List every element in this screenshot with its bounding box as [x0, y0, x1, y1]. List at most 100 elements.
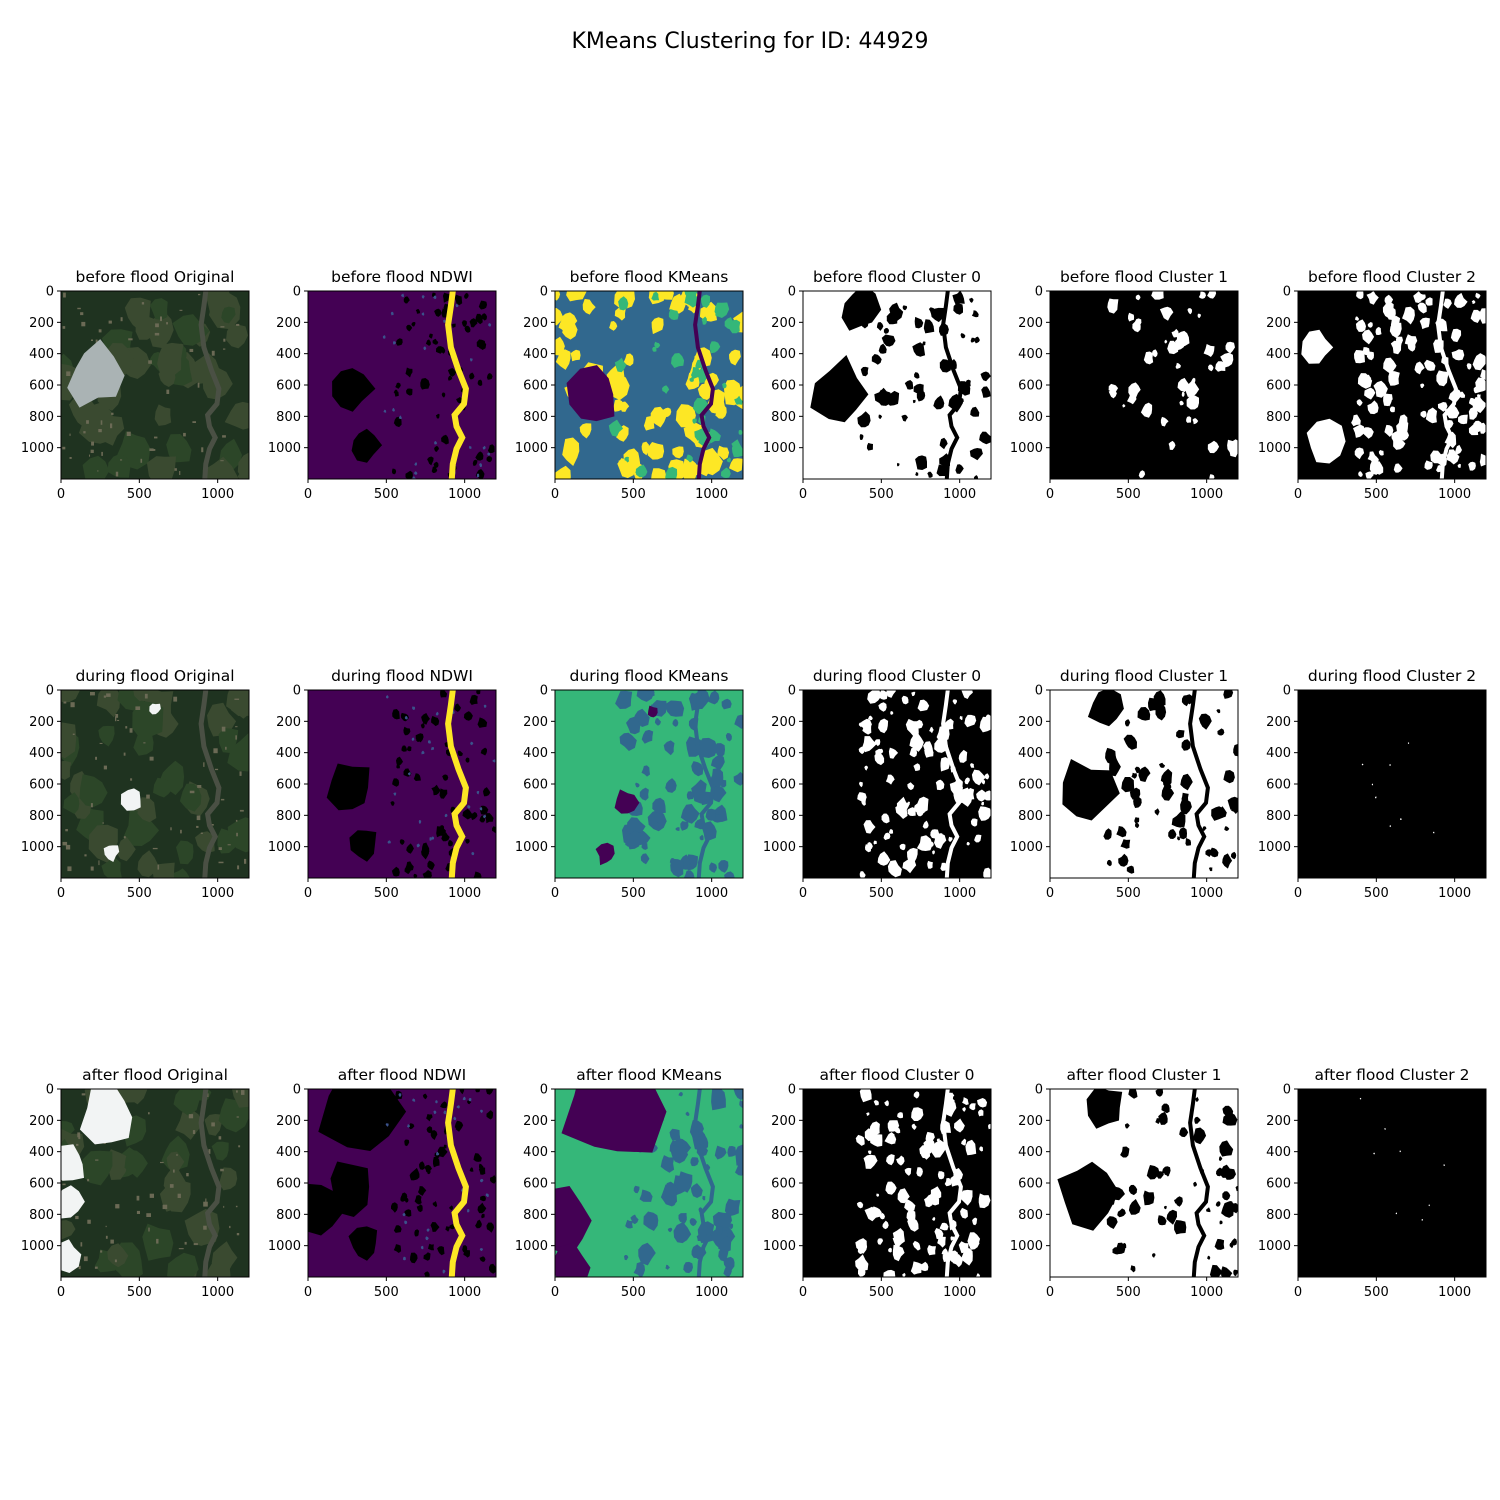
- mask-region: [1181, 739, 1191, 751]
- mask-region: [1455, 444, 1462, 455]
- masked-speck: [463, 1249, 470, 1258]
- mask-region: [923, 319, 935, 334]
- urban-speck: [98, 429, 102, 433]
- mask-region: [1179, 400, 1184, 406]
- x-tick-label: 1000: [448, 886, 481, 901]
- panel-image: [555, 690, 743, 878]
- cluster-region: [687, 470, 697, 479]
- water-speck: [442, 1269, 446, 1274]
- river: [693, 690, 715, 878]
- mask-region: [1193, 1127, 1207, 1145]
- field-patch: [179, 783, 202, 812]
- urban-speck: [155, 323, 159, 328]
- x-tick-label: 1000: [448, 1285, 481, 1300]
- mask-region: [1227, 1201, 1234, 1207]
- mask-region: [970, 763, 975, 768]
- x-tick-label: 0: [1046, 886, 1054, 901]
- mask-region: [1215, 1201, 1221, 1207]
- field-patch: [227, 732, 249, 772]
- mask-region: [1419, 317, 1430, 330]
- field-patch: [61, 1220, 76, 1240]
- panel-image: [1050, 291, 1238, 479]
- urban-speck: [156, 1238, 159, 1244]
- y-tick-label: 600: [1018, 1177, 1043, 1192]
- panel-title: after flood Original: [82, 1066, 228, 1084]
- mask-region: [1129, 787, 1141, 800]
- masked-speck: [454, 703, 461, 712]
- mask-region: [867, 690, 882, 704]
- urban-speck: [95, 756, 97, 760]
- mask-region: [862, 736, 877, 753]
- urban-speck: [208, 1149, 211, 1154]
- water-speck: [393, 341, 396, 345]
- panel-title: before flood Original: [76, 268, 235, 286]
- mask-region: [1146, 1165, 1160, 1180]
- cluster-region: [725, 387, 739, 399]
- masked-speck: [425, 339, 431, 346]
- panel-title: before flood NDWI: [331, 268, 473, 286]
- cluster-region: [729, 458, 743, 473]
- field-patch: [96, 690, 121, 718]
- mask-region: [1475, 377, 1486, 393]
- masked-speck: [451, 323, 456, 328]
- masked-speck: [406, 843, 414, 854]
- urban-speck: [120, 317, 123, 322]
- water-speck: [469, 358, 473, 362]
- cluster-region: [555, 308, 563, 326]
- masked-speck: [484, 813, 494, 824]
- water-speck: [407, 772, 411, 776]
- urban-speck: [239, 809, 244, 812]
- cluster-region: [700, 294, 710, 308]
- cluster-region: [680, 821, 689, 831]
- cluster-region: [665, 778, 677, 793]
- cluster-region: [626, 716, 641, 735]
- cluster-region: [694, 428, 706, 441]
- masked-area: [332, 368, 376, 412]
- mask-region: [863, 820, 876, 834]
- cluster-region: [717, 445, 730, 460]
- mask-region: [1103, 828, 1112, 840]
- mask-region: [1160, 416, 1169, 427]
- masked-speck: [459, 1089, 465, 1095]
- mask-region: [912, 399, 916, 404]
- mask-region: [976, 789, 986, 802]
- mask-region: [1155, 702, 1167, 721]
- cluster-region: [701, 316, 707, 325]
- urban-speck: [211, 350, 215, 356]
- mask-region: [1446, 453, 1453, 461]
- field-patch: [153, 777, 174, 798]
- mask-region: [873, 840, 877, 845]
- urban-speck: [77, 1132, 81, 1138]
- urban-speck: [198, 293, 201, 296]
- urban-speck: [148, 360, 152, 364]
- cluster-region: [735, 1163, 743, 1176]
- panel-image: [308, 1089, 496, 1277]
- urban-speck: [237, 865, 240, 870]
- masked-speck: [478, 300, 487, 310]
- mask-region: [1208, 867, 1213, 872]
- mask-region: [1134, 817, 1140, 824]
- urban-speck: [211, 1122, 215, 1127]
- cluster-region: [715, 311, 721, 317]
- x-tick-label: 1000: [1438, 487, 1471, 502]
- mask-region: [927, 1245, 936, 1256]
- urban-speck: [225, 746, 227, 750]
- masked-speck: [428, 333, 433, 339]
- mask-region: [948, 836, 953, 842]
- urban-speck: [140, 458, 143, 463]
- mask-region: [897, 462, 900, 467]
- masked-speck: [414, 1229, 420, 1237]
- masked-speck: [416, 1204, 423, 1213]
- mask-region: [927, 471, 933, 478]
- mask-region: [977, 1098, 988, 1108]
- masked-speck: [391, 866, 400, 877]
- mask-region: [1219, 1220, 1223, 1225]
- urban-speck: [223, 1205, 225, 1208]
- field-patch: [82, 455, 110, 479]
- panel-title: during flood Cluster 0: [813, 667, 981, 685]
- panel-title: during flood NDWI: [331, 667, 473, 685]
- river: [198, 1089, 222, 1277]
- field-patch: [100, 416, 125, 446]
- mask-region: [887, 1120, 900, 1132]
- y-tick-label: 0: [293, 285, 301, 300]
